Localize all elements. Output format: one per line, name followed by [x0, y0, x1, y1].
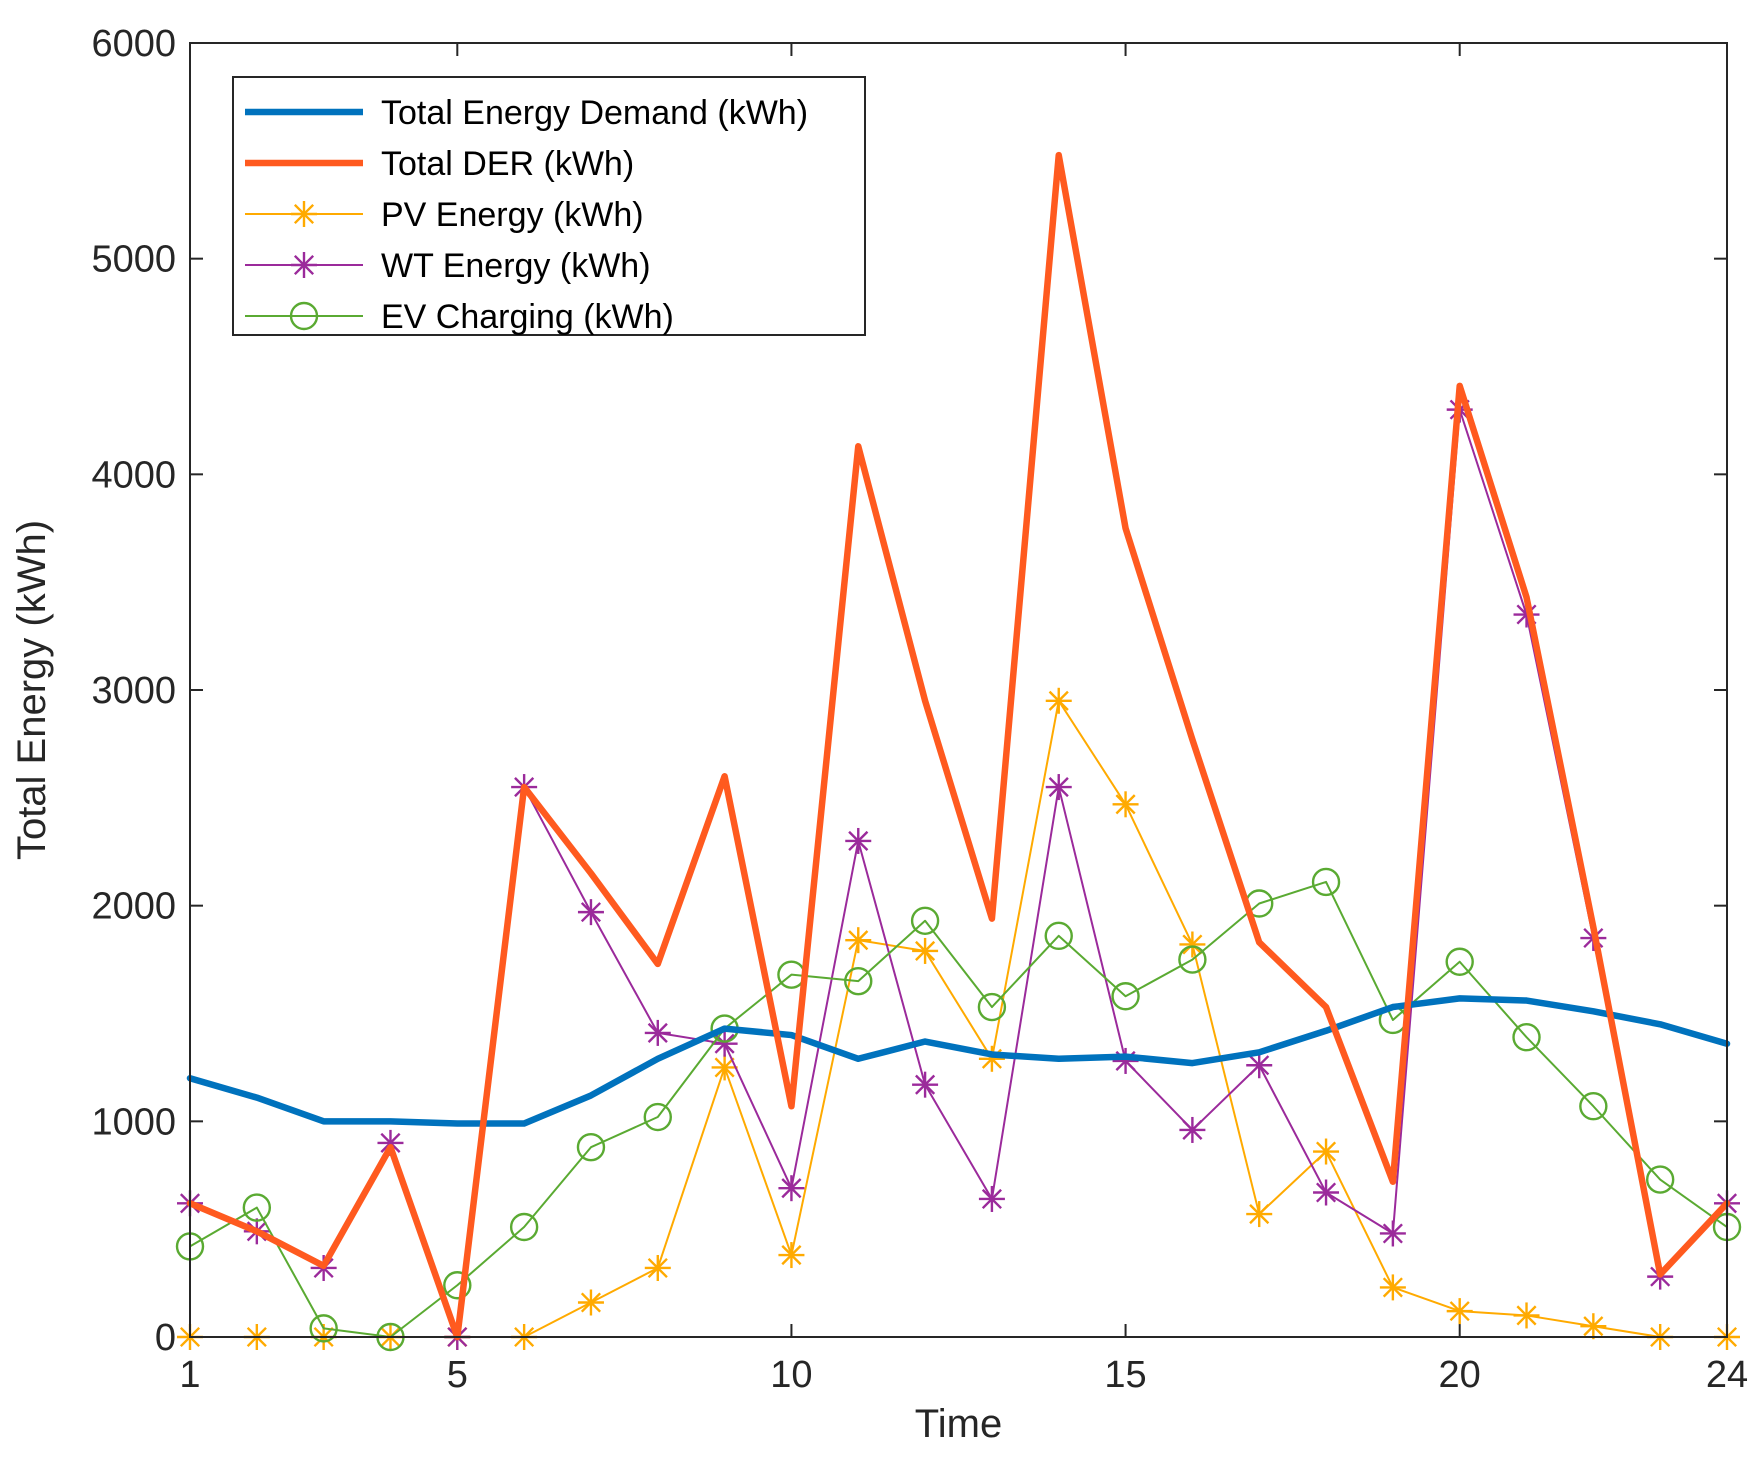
- data-point-marker: [1583, 1316, 1604, 1337]
- data-point-marker: [647, 1257, 668, 1279]
- legend-item-ev-charging: EV Charging (kWh): [245, 298, 674, 336]
- legend-label: PV Energy (kWh): [381, 196, 644, 234]
- data-point-marker: [643, 1102, 672, 1132]
- legend: Total Energy Demand (kWh) Total DER (kWh)…: [232, 76, 866, 336]
- data-point-marker: [848, 830, 869, 852]
- x-tick-label: 15: [1104, 1354, 1146, 1396]
- data-point-marker: [1249, 1204, 1270, 1225]
- legend-item-pv-energy: PV Energy (kWh): [245, 196, 644, 234]
- series-total-der: [186, 151, 1731, 1341]
- data-point-marker: [910, 906, 940, 935]
- data-point-marker: [1048, 690, 1069, 711]
- data-point-marker: [1449, 1301, 1470, 1322]
- legend-item-wt-energy: WT Energy (kWh): [245, 247, 651, 285]
- data-point-marker: [1182, 1119, 1203, 1141]
- data-point-marker: [293, 254, 315, 276]
- data-point-marker: [509, 1212, 539, 1242]
- data-point-marker: [714, 1033, 735, 1054]
- data-point-marker: [1579, 1092, 1608, 1121]
- legend-label: Total Energy Demand (kWh): [381, 94, 808, 132]
- data-point-marker: [848, 930, 869, 951]
- data-point-marker: [443, 1271, 472, 1300]
- data-point-marker: [1178, 945, 1207, 974]
- x-axis-label: Time: [915, 1402, 1002, 1446]
- y-axis-label: Total Energy (kWh): [10, 520, 54, 860]
- data-point-marker: [1182, 934, 1203, 955]
- legend-label: EV Charging (kWh): [381, 298, 674, 336]
- data-point-marker: [1111, 982, 1140, 1011]
- series-line-total-der: [186, 151, 1731, 1341]
- y-tick-label: 6000: [91, 23, 176, 65]
- legend-label: WT Energy (kWh): [381, 247, 651, 285]
- data-point-marker: [293, 203, 315, 225]
- data-point-marker: [1516, 604, 1537, 625]
- data-point-marker: [915, 1074, 936, 1095]
- series-wt-energy: [177, 396, 1740, 1350]
- y-tick-label: 3000: [91, 670, 176, 712]
- data-point-marker: [309, 1314, 338, 1343]
- legend-box: [232, 76, 866, 336]
- data-point-marker: [1516, 1305, 1537, 1326]
- legend-item-total-der: Total DER (kWh): [245, 145, 634, 183]
- y-tick-label: 4000: [91, 454, 176, 496]
- data-point-marker: [1645, 1165, 1675, 1194]
- series-line-total-energy-demand: [186, 995, 1731, 1127]
- series-layer: [175, 151, 1742, 1352]
- data-point-marker: [915, 940, 936, 961]
- data-point-marker: [1316, 1141, 1337, 1162]
- data-point-marker: [781, 1178, 802, 1199]
- x-tick-label: 10: [770, 1354, 812, 1396]
- data-point-marker: [1382, 1277, 1403, 1298]
- data-point-marker: [1048, 777, 1069, 798]
- legend-label: Total DER (kWh): [381, 145, 634, 183]
- series-total-energy-demand: [186, 995, 1731, 1127]
- y-tick-label: 1000: [91, 1101, 176, 1143]
- data-point-marker: [580, 902, 601, 923]
- x-tick-label: 24: [1706, 1354, 1748, 1396]
- data-point-marker: [714, 1057, 735, 1078]
- data-point-marker: [576, 1133, 606, 1162]
- data-point-marker: [1044, 921, 1073, 951]
- data-point-marker: [781, 1245, 802, 1266]
- legend-item-total-energy-demand: Total Energy Demand (kWh): [245, 94, 808, 132]
- x-tick-label: 5: [447, 1354, 468, 1396]
- data-point-marker: [1512, 1023, 1541, 1052]
- y-tick-label: 2000: [91, 886, 176, 928]
- data-point-marker: [380, 1132, 401, 1153]
- y-tick-label: 5000: [91, 239, 176, 281]
- data-point-marker: [647, 1022, 668, 1043]
- data-point-marker: [1311, 867, 1341, 897]
- data-point-marker: [1316, 1182, 1337, 1203]
- plot-area-frame: [189, 42, 1728, 1338]
- data-point-marker: [977, 992, 1007, 1022]
- x-tick-label: 20: [1439, 1354, 1481, 1396]
- data-point-marker: [1445, 947, 1474, 976]
- data-point-marker: [1249, 1055, 1270, 1076]
- data-point-marker: [1382, 1223, 1403, 1244]
- data-point-marker: [981, 1188, 1002, 1210]
- y-tick-label: 0: [155, 1317, 176, 1359]
- data-point-marker: [242, 1193, 272, 1222]
- x-tick-label: 1: [179, 1354, 200, 1396]
- data-point-marker: [580, 1292, 601, 1313]
- data-point-marker: [289, 301, 319, 331]
- data-point-marker: [1115, 794, 1136, 815]
- data-point-marker: [844, 966, 873, 996]
